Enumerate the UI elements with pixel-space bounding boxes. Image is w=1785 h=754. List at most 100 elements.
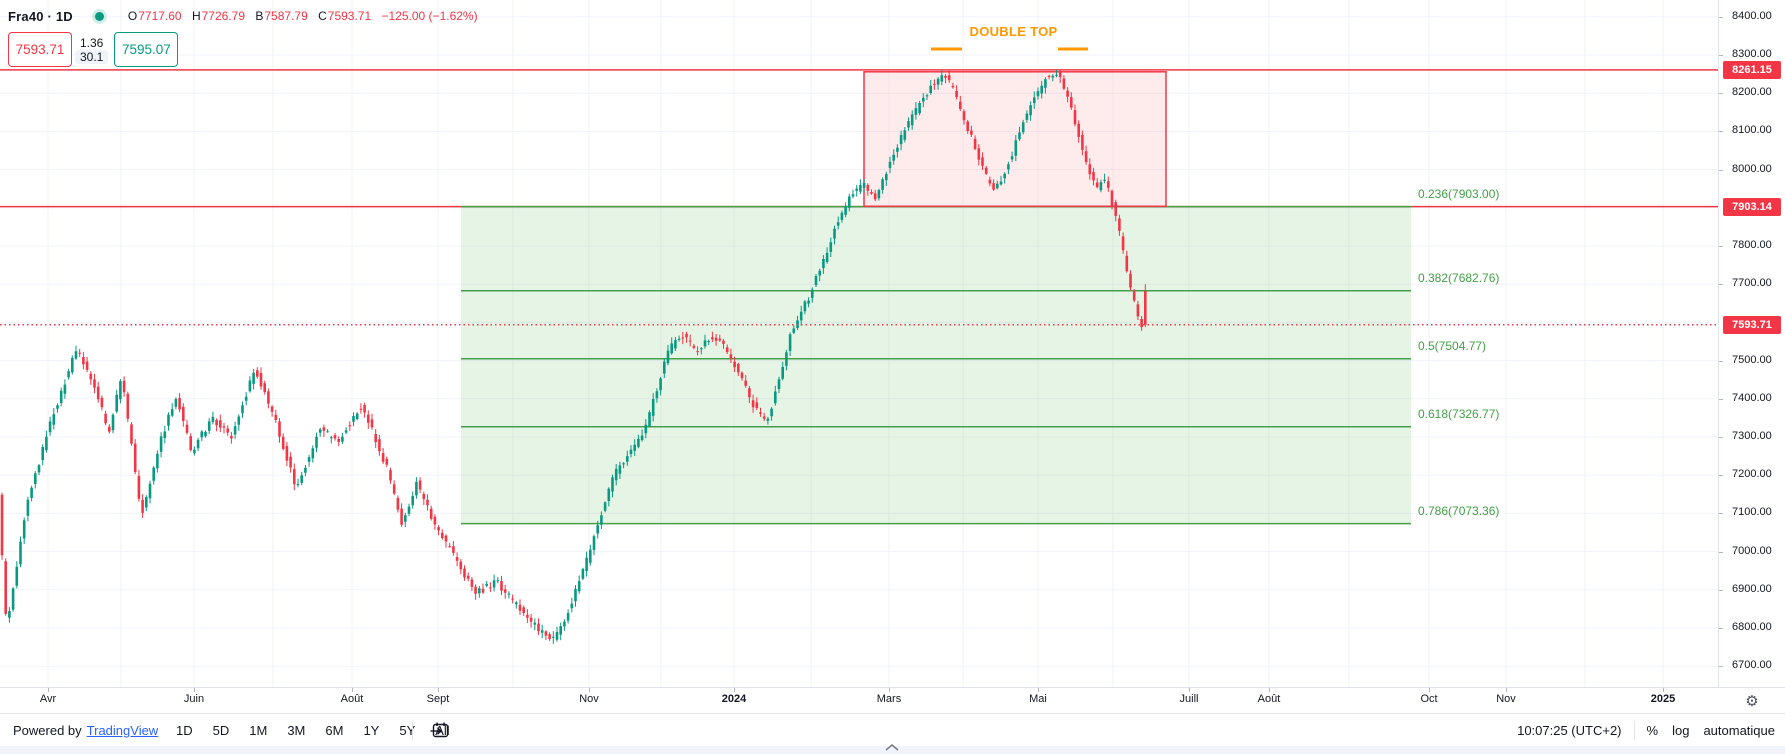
time-axis-tick xyxy=(889,688,890,692)
fib-level-label: 0.5(7504.77) xyxy=(1418,338,1487,353)
time-axis-label: Juin xyxy=(183,693,205,705)
time-axis-tick xyxy=(1663,688,1664,692)
price-axis-tick xyxy=(1719,246,1723,247)
time-axis-tick xyxy=(1189,688,1190,692)
fib-level-label: 0.618(7326.77) xyxy=(1418,406,1500,421)
range-button-1d[interactable]: 1D xyxy=(176,723,193,738)
tradingview-link[interactable]: TradingView xyxy=(86,723,159,738)
low-value: 7587.79 xyxy=(264,9,308,23)
time-axis-tick xyxy=(1269,688,1270,692)
range-button-1m[interactable]: 1M xyxy=(249,723,268,738)
time-axis-label: Mai xyxy=(1029,693,1047,705)
price-axis-label: 8000.00 xyxy=(1732,162,1772,175)
price-axis[interactable]: 8400.00 8300.00 8200.00 8100.00 8000.00 7800.… xyxy=(1718,0,1785,687)
price-axis-label: 7300.00 xyxy=(1732,430,1772,442)
time-axis-tick xyxy=(194,688,195,692)
price-axis-tick xyxy=(1719,131,1723,133)
price-axis-label: 8400.00 xyxy=(1732,9,1772,22)
range-button-all[interactable]: All xyxy=(435,723,450,738)
auto-scale-toggle[interactable]: automatique xyxy=(1703,723,1775,738)
chart-legend: Fra40 · 1D O7717.60 H7726.79 B7587.79 C7… xyxy=(8,6,478,67)
price-axis-tick xyxy=(1719,55,1723,56)
price-axis-label: 6800.00 xyxy=(1732,621,1772,633)
bottom-toolbar: Powered by TradingView 1D 5D 1M 3M 6M 1Y 5Y All… xyxy=(0,713,1785,747)
time-axis-label: Nov xyxy=(579,693,599,705)
price-axis-tick xyxy=(1719,169,1723,171)
spread-readout: 1.36 30.1 xyxy=(75,32,109,67)
fib-level-label: 0.786(7073.36) xyxy=(1418,503,1500,518)
chart-plot-area[interactable]: DOUBLE TOP 0.236(7903.00) 0.382(7682.76) 0… xyxy=(0,0,1718,687)
price-axis-tick xyxy=(1719,16,1723,18)
price-axis-tick xyxy=(1719,284,1723,286)
fib-level-label: 0.236(7903.00) xyxy=(1418,186,1500,201)
open-value: 7717.60 xyxy=(138,9,182,23)
time-axis-label: Oct xyxy=(1420,693,1438,705)
time-axis-label: Sept xyxy=(426,693,450,705)
price-axis-tick xyxy=(1719,360,1723,362)
time-axis-tick xyxy=(734,688,735,692)
toolbar-right: 10:07:25 (UTC+2) % log automatique xyxy=(1517,714,1775,747)
time-axis-label: 2024 xyxy=(721,693,747,705)
fib-level-label: 0.382(7682.76) xyxy=(1418,270,1500,285)
price-badge: 7593.71 xyxy=(1723,315,1781,334)
log-scale-toggle[interactable]: log xyxy=(1672,723,1690,738)
gear-icon[interactable]: ⚙ xyxy=(1745,692,1759,710)
powered-by: Powered by TradingView xyxy=(13,714,158,747)
market-status-dot xyxy=(94,11,104,21)
low-label: B xyxy=(255,9,264,23)
price-axis-tick xyxy=(1719,589,1723,591)
go-to-date-icon[interactable] xyxy=(428,719,452,743)
open-label: O xyxy=(127,9,138,23)
buy-price-button[interactable]: 7595.07 xyxy=(114,32,179,67)
time-axis-label: Nov xyxy=(1496,693,1516,705)
close-value: 7593.71 xyxy=(327,9,372,23)
high-value: 7726.79 xyxy=(201,9,246,23)
price-axis-tick xyxy=(1719,551,1723,553)
time-axis-label: Août xyxy=(340,693,364,705)
time-axis[interactable]: ⚙ Avr Juin Août Sept Nov 2024 Mars Mai Juill Août… xyxy=(0,687,1785,714)
change-value: −125.00 (−1.62%) xyxy=(381,9,478,23)
time-axis-tick xyxy=(1506,688,1507,692)
price-chart-canvas[interactable] xyxy=(0,0,1718,687)
time-axis-label: Avr xyxy=(39,693,57,705)
price-axis-label: 8200.00 xyxy=(1732,86,1772,99)
price-axis-tick xyxy=(1719,398,1723,400)
price-axis-label: 8300.00 xyxy=(1732,48,1772,60)
price-badge: 8261.15 xyxy=(1723,60,1781,79)
range-button-5y[interactable]: 5Y xyxy=(399,723,416,738)
powered-by-text: Powered by xyxy=(13,723,82,738)
range-button-1y[interactable]: 1Y xyxy=(363,723,380,738)
price-axis-label: 7000.00 xyxy=(1732,544,1772,557)
range-button-6m[interactable]: 6M xyxy=(325,723,344,738)
price-axis-label: 8100.00 xyxy=(1732,124,1772,137)
range-button-3m[interactable]: 3M xyxy=(287,723,306,738)
bottom-strip xyxy=(0,743,1785,754)
price-axis-label: 7500.00 xyxy=(1732,353,1772,366)
chevron-up-icon[interactable] xyxy=(883,743,901,752)
price-badge: 7903.14 xyxy=(1723,197,1781,216)
close-label: C xyxy=(318,9,327,23)
toolbar-divider xyxy=(412,721,413,740)
time-axis-label: 2025 xyxy=(1650,693,1676,705)
percent-scale-toggle[interactable]: % xyxy=(1646,723,1659,738)
price-axis-tick xyxy=(1719,475,1723,477)
price-axis-tick xyxy=(1719,666,1723,668)
date-range-switcher: 1D 5D 1M 3M 6M 1Y 5Y All xyxy=(166,714,460,747)
clock-display[interactable]: 10:07:25 (UTC+2) xyxy=(1517,723,1622,738)
sell-price-button[interactable]: 7593.71 xyxy=(8,32,72,67)
time-axis-label: Août xyxy=(1257,693,1281,705)
ohlc-readout: O7717.60 H7726.79 B7587.79 C7593.71 −125… xyxy=(128,9,478,23)
range-button-5d[interactable]: 5D xyxy=(212,723,230,738)
time-axis-tick xyxy=(438,688,439,692)
time-axis-tick xyxy=(1429,688,1430,692)
spread-top-value: 1.36 xyxy=(80,35,104,50)
price-axis-label: 6900.00 xyxy=(1732,582,1772,595)
price-axis-tick xyxy=(1719,437,1723,438)
price-axis-label: 7700.00 xyxy=(1732,277,1772,290)
symbol-title[interactable]: Fra40 · 1D xyxy=(8,8,73,24)
high-label: H xyxy=(191,9,201,23)
time-axis-label: Juill xyxy=(1179,693,1199,705)
spread-bottom-value: 30.1 xyxy=(75,49,109,64)
time-axis-label: Mars xyxy=(876,693,902,705)
